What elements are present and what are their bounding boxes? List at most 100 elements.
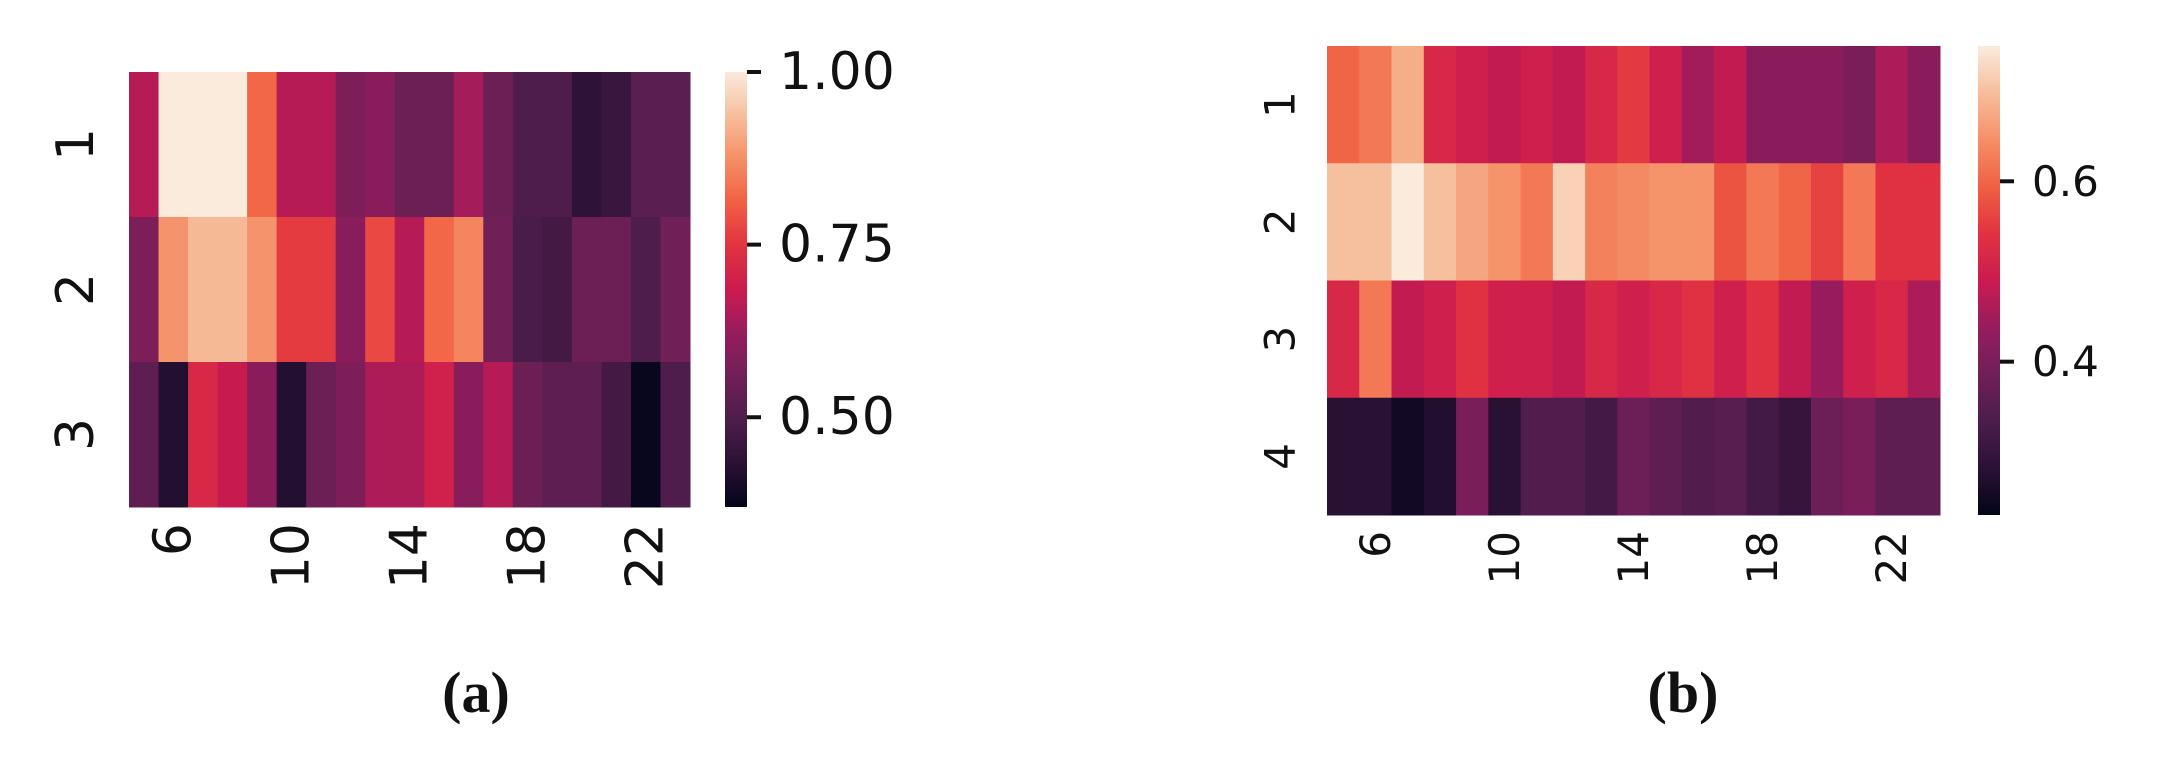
heatmap-cell bbox=[1585, 163, 1618, 281]
colorbar-tick-label: 1.00 bbox=[779, 42, 895, 102]
heatmap-cell bbox=[1488, 280, 1522, 399]
heatmap-cell bbox=[1907, 280, 1941, 399]
heatmap-cell bbox=[1875, 163, 1909, 281]
heatmap-cell bbox=[1327, 280, 1360, 399]
heatmap-cell bbox=[335, 217, 366, 363]
heatmap-cell bbox=[1681, 280, 1715, 399]
heatmap-cell bbox=[1327, 46, 1360, 164]
heatmap-cell bbox=[1423, 280, 1457, 399]
heatmap-cell bbox=[1649, 280, 1683, 399]
heatmap-cell bbox=[1520, 163, 1554, 281]
x-tick-label: 10 bbox=[1480, 531, 1529, 584]
heatmap-cell bbox=[1746, 280, 1780, 399]
heatmap-cell bbox=[1359, 46, 1393, 164]
heatmap-cell bbox=[1423, 163, 1457, 281]
heatmap-cell bbox=[1843, 397, 1876, 516]
heatmap-cell bbox=[1617, 280, 1651, 399]
heatmap-cell bbox=[1875, 397, 1909, 516]
heatmap-cell bbox=[1778, 397, 1812, 516]
heatmap-cell bbox=[1746, 46, 1780, 164]
heatmap-cell bbox=[1778, 280, 1812, 399]
x-tick-label: 22 bbox=[1867, 531, 1916, 584]
heatmap-cell bbox=[1875, 46, 1909, 164]
heatmap-cell bbox=[1746, 397, 1780, 516]
heatmap-cell bbox=[1359, 280, 1393, 399]
heatmap-cell bbox=[512, 72, 543, 218]
heatmap-cell bbox=[1810, 163, 1844, 281]
colorbar bbox=[725, 72, 747, 507]
heatmap-cell bbox=[1649, 397, 1683, 516]
heatmap-cell bbox=[1520, 280, 1554, 399]
heatmap-cell bbox=[1488, 46, 1522, 164]
heatmap-cell bbox=[483, 217, 514, 363]
heatmap-cell bbox=[188, 217, 219, 363]
heatmap-cell bbox=[1552, 163, 1586, 281]
heatmap-cell bbox=[1617, 397, 1651, 516]
heatmap-cell bbox=[217, 362, 248, 508]
heatmap-cell bbox=[1520, 397, 1554, 516]
heatmap-cell bbox=[571, 362, 602, 508]
heatmap-cell bbox=[129, 72, 160, 218]
heatmap-cell bbox=[1520, 46, 1554, 164]
heatmap-cell bbox=[571, 72, 602, 218]
heatmap-cell bbox=[1778, 163, 1812, 281]
heatmap-cell bbox=[1649, 163, 1683, 281]
y-tick-label: 1 bbox=[46, 128, 106, 161]
heatmap-cell bbox=[306, 362, 337, 508]
heatmap-cell bbox=[601, 217, 632, 363]
heatmap-cell bbox=[1585, 46, 1618, 164]
heatmap-cell bbox=[1907, 397, 1941, 516]
heatmap-cell bbox=[394, 362, 425, 508]
heatmap-cell bbox=[1359, 163, 1393, 281]
heatmap-cell bbox=[1810, 280, 1844, 399]
heatmap-cell bbox=[1359, 397, 1393, 516]
heatmap-cell bbox=[306, 217, 337, 363]
heatmap-cell bbox=[1778, 46, 1812, 164]
heatmap-cell bbox=[306, 72, 337, 218]
heatmap-cell bbox=[1552, 280, 1586, 399]
y-tick-label: 3 bbox=[46, 418, 106, 451]
y-tick-label: 2 bbox=[46, 273, 106, 306]
heatmap-cell bbox=[1585, 280, 1618, 399]
heatmap-cell bbox=[1907, 46, 1941, 164]
colorbar bbox=[1978, 46, 2000, 515]
colorbar-tick-label: 0.4 bbox=[2032, 337, 2099, 386]
heatmap-cell bbox=[601, 72, 632, 218]
heatmap-cell bbox=[542, 217, 573, 363]
heatmap-cell bbox=[1391, 280, 1425, 399]
heatmap-cell bbox=[129, 362, 160, 508]
heatmap-cell bbox=[188, 362, 219, 508]
x-tick-label: 10 bbox=[261, 523, 321, 589]
heatmap-cell bbox=[1714, 46, 1747, 164]
heatmap-cell bbox=[1714, 397, 1747, 516]
heatmap-cell bbox=[1746, 163, 1780, 281]
heatmap-cell bbox=[217, 72, 248, 218]
colorbar-tick-label: 0.6 bbox=[2032, 157, 2099, 206]
heatmap-cell bbox=[424, 72, 455, 218]
heatmap-cell bbox=[1456, 163, 1489, 281]
heatmap-cell bbox=[1423, 46, 1457, 164]
heatmap-cell bbox=[1391, 397, 1425, 516]
heatmap-cell bbox=[335, 362, 366, 508]
heatmap-cell bbox=[188, 72, 219, 218]
heatmap-cell bbox=[542, 362, 573, 508]
heatmap-cell bbox=[1327, 397, 1360, 516]
heatmap-cell bbox=[247, 217, 278, 363]
y-tick-label: 3 bbox=[1256, 326, 1305, 353]
heatmap-cell bbox=[394, 72, 425, 218]
heatmap-cell bbox=[158, 72, 189, 218]
heatmap-cell bbox=[158, 362, 189, 508]
heatmap-cell bbox=[660, 72, 691, 218]
heatmap-cell bbox=[1681, 163, 1715, 281]
x-tick-label: 14 bbox=[380, 523, 440, 589]
heatmap-cell bbox=[483, 72, 514, 218]
caption: (a) bbox=[442, 660, 510, 725]
heatmap-cell bbox=[1488, 163, 1522, 281]
x-tick-label: 22 bbox=[616, 523, 676, 589]
heatmap-cell bbox=[335, 72, 366, 218]
heatmap-cell bbox=[424, 362, 455, 508]
heatmap-cell bbox=[512, 362, 543, 508]
heatmap-cell bbox=[394, 217, 425, 363]
heatmap-cell bbox=[276, 362, 307, 508]
y-tick-label: 1 bbox=[1256, 91, 1305, 118]
